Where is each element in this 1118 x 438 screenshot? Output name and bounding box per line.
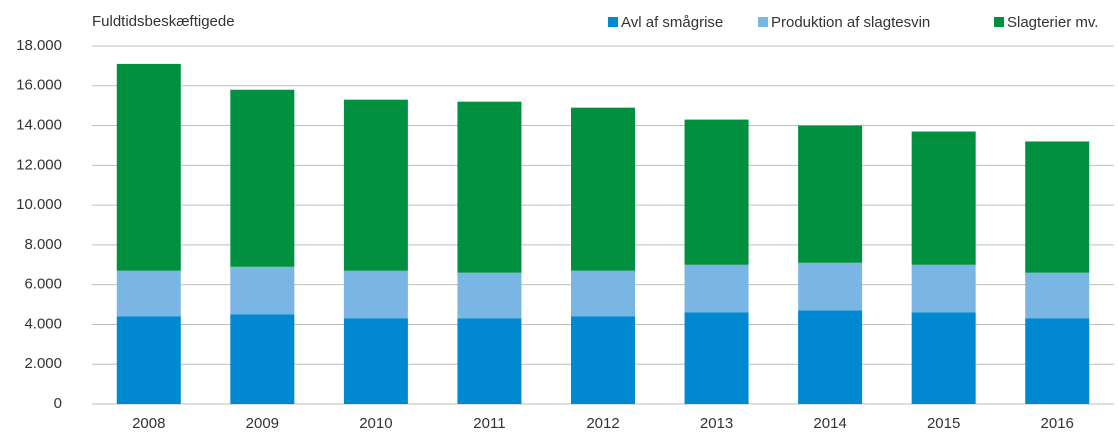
bar-segment [798,125,863,263]
x-tick-label: 2015 [927,415,960,432]
x-tick-label: 2012 [586,415,619,432]
bar-segment [684,312,749,404]
x-tick-label: 2009 [246,415,279,432]
y-tick-label: 12.000 [16,156,62,173]
legend-swatch [994,17,1004,27]
y-tick-label: 6.000 [24,276,62,293]
bar-segment [571,107,635,271]
y-tick-label: 4.000 [24,315,62,332]
x-tick-label: 2008 [132,415,165,432]
bar-segment [116,316,181,404]
bar-segment [571,316,635,404]
bar-segment [230,266,295,315]
bar-segment [684,119,749,265]
bar-segment [230,314,295,404]
x-tick-label: 2014 [813,415,846,432]
y-tick-label: 8.000 [24,236,62,253]
legend-label: Slagterier mv. [1007,14,1098,31]
bar-segment [457,318,522,404]
bar-segment [911,131,976,265]
x-tick-label: 2010 [359,415,392,432]
bar-segment [343,99,408,271]
y-axis-title: Fuldtidsbeskæftigede [92,13,235,30]
x-tick-label: 2016 [1041,415,1074,432]
bar-segment [911,312,976,404]
bar-segment [1025,141,1090,273]
bar-segment [230,89,295,267]
bar-segment [116,270,181,317]
bar-segment [1025,272,1090,319]
legend-swatch [758,17,768,27]
y-tick-label: 18.000 [16,37,62,54]
x-tick-label: 2011 [473,415,505,432]
bar-segment [798,262,863,311]
y-tick-label: 16.000 [16,77,62,94]
legend-label: Produktion af slagtesvin [771,14,930,31]
y-tick-label: 10.000 [16,196,62,213]
legend-swatch [608,17,618,27]
x-tick-label: 2013 [700,415,733,432]
bar-segment [1025,318,1090,404]
bar-segment [911,264,976,313]
bar-segment [798,310,863,404]
bar-segment [457,272,522,319]
bar-segment [571,270,635,317]
bar-segment [457,101,522,273]
bar-segment [116,63,181,271]
legend-label: Avl af smågrise [621,14,723,31]
y-tick-label: 2.000 [24,355,62,372]
bar-segment [343,318,408,404]
y-tick-label: 14.000 [16,117,62,134]
bar-segment [684,264,749,313]
bar-segment [343,270,408,319]
y-tick-label: 0 [54,395,62,412]
